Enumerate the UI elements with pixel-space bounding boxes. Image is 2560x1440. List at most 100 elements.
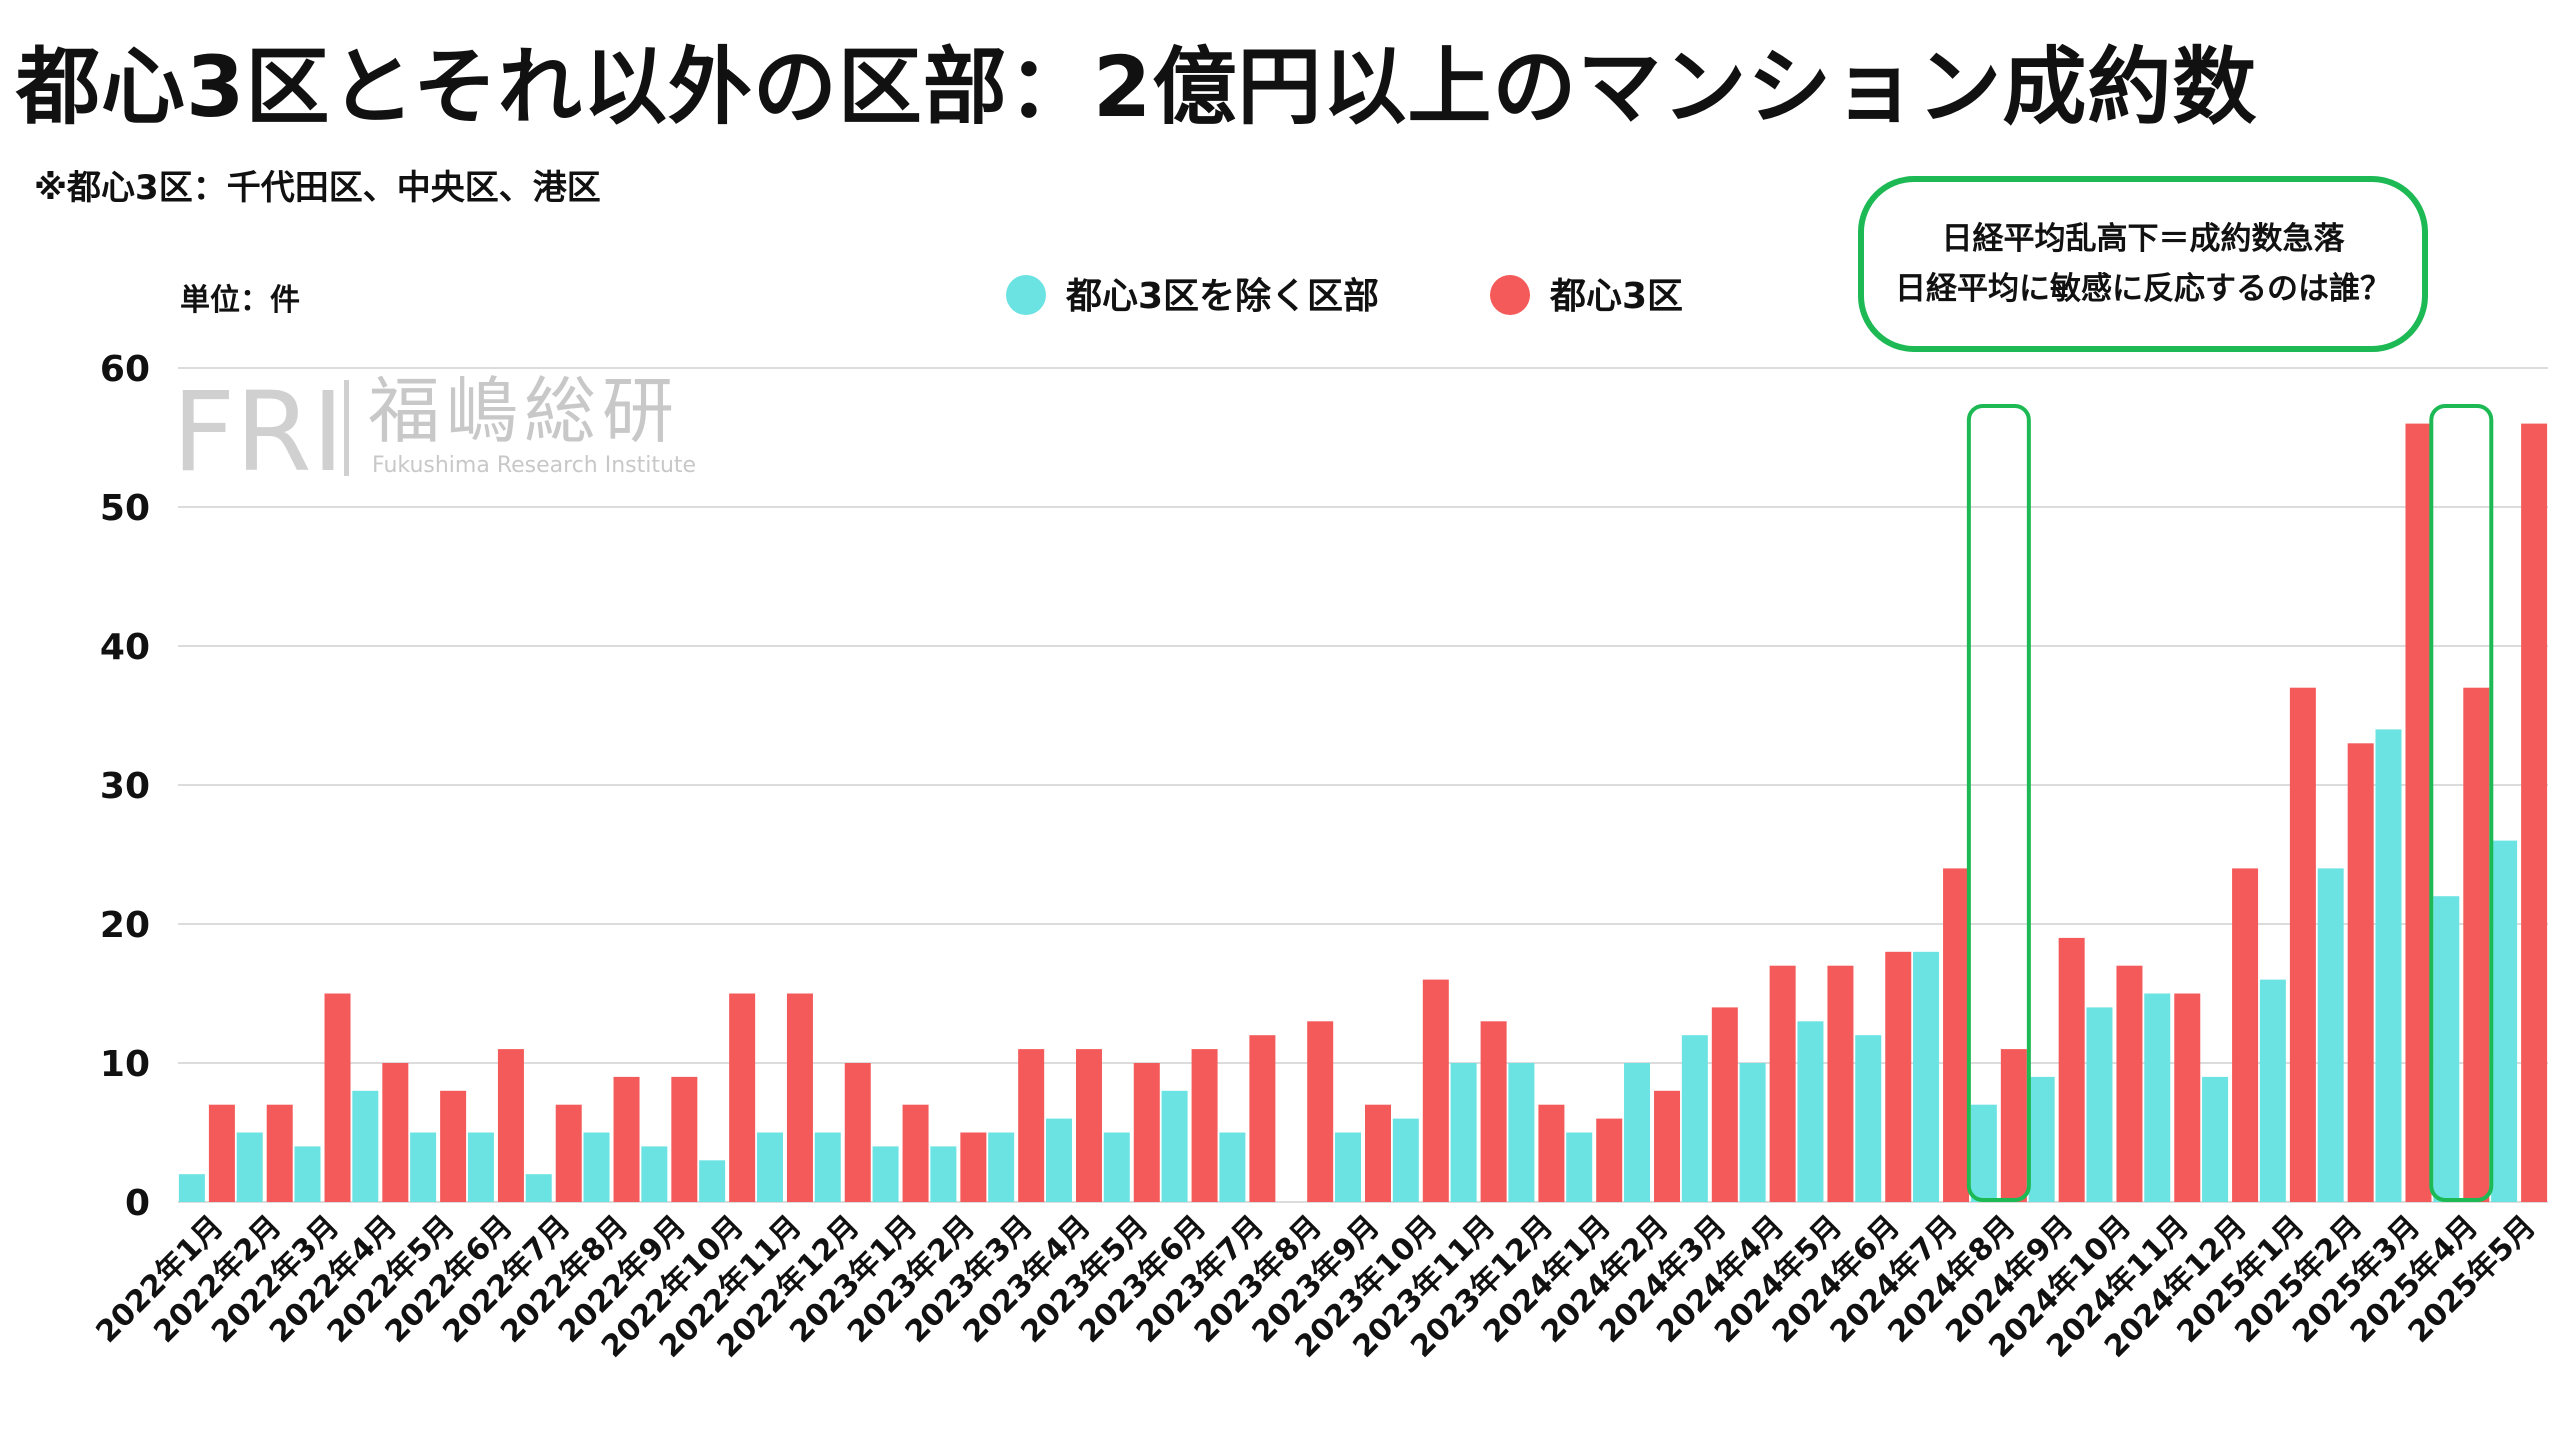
bar-central3 <box>324 993 351 1202</box>
bar-central3 <box>2463 687 2490 1202</box>
bar-others <box>583 1132 610 1202</box>
y-tick-label: 20 <box>100 905 150 946</box>
bar-others <box>410 1132 437 1202</box>
y-tick-label: 30 <box>100 766 150 807</box>
bar-others <box>699 1160 726 1202</box>
bar-others <box>1855 1035 1882 1202</box>
bar-others <box>1219 1132 1246 1202</box>
logo-english: Fukushima Research Institute <box>372 453 696 478</box>
bar-central3 <box>2289 687 2316 1202</box>
bar-central3 <box>1885 951 1912 1202</box>
bar-central3 <box>2058 937 2085 1202</box>
bar-others <box>756 1132 783 1202</box>
logo-divider <box>344 380 349 476</box>
bar-others <box>2317 868 2344 1202</box>
bar-others <box>2491 840 2518 1202</box>
bar-others <box>1450 1063 1477 1202</box>
watermark-logo: FRI 福嶋総研 Fukushima Research Institute <box>172 368 696 496</box>
bar-others <box>1335 1132 1361 1202</box>
bar-central3 <box>1422 979 1449 1202</box>
bar-central3 <box>1075 1049 1102 1202</box>
bar-others <box>2375 729 2402 1202</box>
bar-central3 <box>729 993 756 1202</box>
y-tick-label: 0 <box>125 1183 150 1224</box>
bar-others <box>178 1174 205 1202</box>
bar-others <box>1797 1021 1824 1202</box>
bar-others <box>2144 993 2171 1202</box>
bar-others <box>525 1174 552 1202</box>
bar-central3 <box>613 1076 640 1202</box>
y-axis: 0 10 20 30 40 50 60 <box>100 349 150 1224</box>
legend-label-central3: 都心3区 <box>1549 276 1683 317</box>
unit-label: 単位：件 <box>180 283 300 318</box>
y-tick-label: 50 <box>100 488 150 529</box>
bars <box>178 423 2548 1203</box>
bar-others <box>2028 1076 2055 1202</box>
bar-central3 <box>1365 1104 1391 1202</box>
bar-others <box>1045 1118 1072 1202</box>
bar-central3 <box>960 1132 987 1202</box>
bar-central3 <box>2347 743 2374 1202</box>
highlight-box <box>1966 404 2031 1202</box>
bar-central3 <box>1249 1035 1276 1202</box>
bar-central3 <box>1769 965 1796 1202</box>
bar-central3 <box>786 993 813 1202</box>
bar-others <box>814 1132 841 1202</box>
bar-central3 <box>2232 868 2259 1202</box>
bar-central3 <box>1943 868 1970 1202</box>
bar-central3 <box>2000 1049 2027 1202</box>
bar-others <box>236 1132 263 1202</box>
bar-central3 <box>555 1104 582 1202</box>
bar-others <box>1681 1035 1708 1202</box>
bar-others <box>294 1146 321 1202</box>
bar-others <box>1739 1063 1766 1202</box>
bar-central3 <box>440 1090 467 1202</box>
bar-others <box>1970 1104 1997 1202</box>
bar-central3 <box>1191 1049 1218 1202</box>
bar-others <box>1161 1090 1188 1202</box>
bar-others <box>2086 1007 2113 1202</box>
bar-others <box>467 1132 494 1202</box>
bar-central3 <box>1596 1118 1623 1202</box>
bar-central3 <box>1133 1063 1160 1202</box>
logo-mark: FRI <box>172 368 344 496</box>
bar-others <box>1392 1118 1419 1202</box>
highlight-boxes <box>1966 404 2494 1202</box>
bar-central3 <box>1480 1021 1507 1202</box>
bar-others <box>1624 1063 1651 1202</box>
bar-central3 <box>2521 423 2548 1203</box>
bar-others <box>2433 896 2460 1202</box>
bar-others <box>2259 979 2286 1202</box>
bar-central3 <box>1538 1104 1565 1202</box>
bar-central3 <box>2174 993 2201 1202</box>
x-axis: 2022年1月2022年2月2022年3月2022年4月2022年5月2022年… <box>90 1209 2543 1365</box>
bar-central3 <box>208 1104 235 1202</box>
legend-marker-central3 <box>1490 275 1530 315</box>
bar-central3 <box>1018 1049 1045 1202</box>
bar-others <box>930 1146 957 1202</box>
annotation-box: 日経平均乱高下＝成約数急落 日経平均に敏感に反応するのは誰？ <box>1858 176 2428 352</box>
highlight-box <box>2429 404 2494 1202</box>
bar-central3 <box>382 1063 409 1202</box>
annotation-line-1: 日経平均乱高下＝成約数急落 <box>1941 221 2345 257</box>
bar-others <box>352 1090 379 1202</box>
bar-others <box>2202 1076 2229 1202</box>
y-tick-label: 10 <box>100 1044 150 1085</box>
bar-others <box>988 1132 1015 1202</box>
y-tick-label: 40 <box>100 627 150 668</box>
bar-central3 <box>902 1104 929 1202</box>
legend-label-others: 都心3区を除く区部 <box>1065 276 1379 317</box>
legend: 都心3区を除く区部 都心3区 <box>1006 275 1683 317</box>
annotation-line-2: 日経平均に敏感に反応するのは誰？ <box>1895 271 2391 307</box>
bar-others <box>872 1146 899 1202</box>
page-title: 都心3区とそれ以外の区部：2億円以上のマンション成約数 <box>16 38 2258 136</box>
bar-others <box>641 1146 668 1202</box>
bar-others <box>1913 951 1940 1202</box>
bar-central3 <box>1307 1021 1334 1202</box>
bar-others <box>1508 1063 1535 1202</box>
page-subtitle: ※都心3区：千代田区、中央区、港区 <box>34 168 601 208</box>
bar-central3 <box>2116 965 2143 1202</box>
bar-central3 <box>1827 965 1854 1202</box>
bar-central3 <box>1711 1007 1738 1202</box>
